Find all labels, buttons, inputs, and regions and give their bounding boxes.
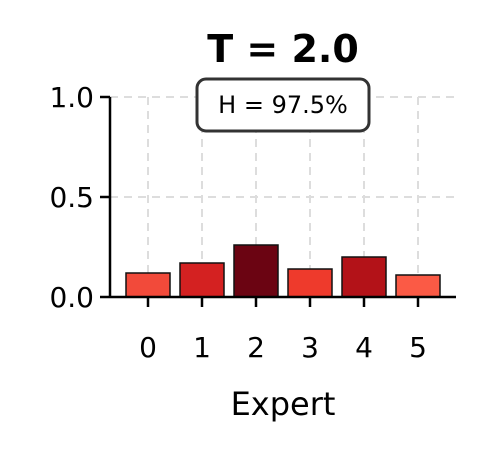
- y-tick-label: 1.0: [49, 81, 94, 114]
- x-ticks: 0 1 2 3 4 5: [139, 297, 427, 364]
- x-tick-label: 2: [247, 331, 265, 364]
- y-tick-label: 0.5: [49, 181, 94, 214]
- y-ticks: 0.0 0.5 1.0: [49, 81, 110, 314]
- entropy-annotation: H = 97.5%: [195, 77, 371, 133]
- x-tick-label: 1: [193, 331, 211, 364]
- bar-expert-3: [287, 268, 333, 298]
- bar-expert-2: [233, 244, 279, 298]
- bar-expert-4: [341, 256, 387, 298]
- annotation-text: H = 97.5%: [218, 91, 348, 119]
- x-tick-label: 0: [139, 331, 157, 364]
- y-tick-label: 0.0: [49, 281, 94, 314]
- chart-title: T = 2.0: [207, 27, 359, 71]
- bar-expert-0: [125, 272, 171, 298]
- x-tick-label: 3: [301, 331, 319, 364]
- annotation-box: [195, 77, 371, 133]
- x-tick-label: 4: [355, 331, 373, 364]
- bars: [125, 244, 441, 298]
- x-tick-label: 5: [409, 331, 427, 364]
- bar-expert-1: [179, 262, 225, 298]
- x-axis-label: Expert: [231, 385, 336, 423]
- bar-expert-5: [395, 274, 441, 298]
